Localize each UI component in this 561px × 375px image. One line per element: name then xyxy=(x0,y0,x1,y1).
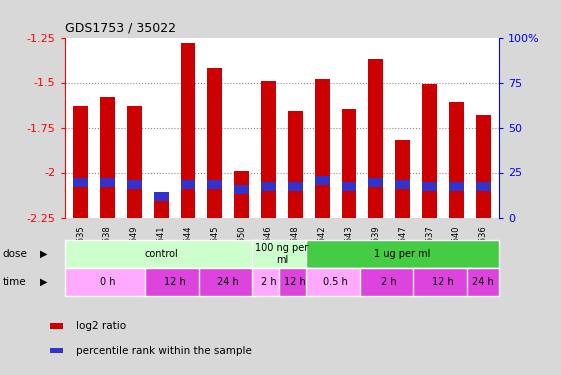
Bar xyxy=(315,79,329,218)
Bar xyxy=(396,180,410,189)
Bar xyxy=(252,268,284,296)
Text: 1 ug per ml: 1 ug per ml xyxy=(375,249,431,259)
Bar xyxy=(476,182,490,190)
Bar xyxy=(288,111,303,218)
Text: 12 h: 12 h xyxy=(284,277,306,287)
Bar xyxy=(279,268,311,296)
Bar xyxy=(154,196,168,217)
Bar xyxy=(73,106,88,218)
Bar xyxy=(261,81,276,218)
Title: GDS1753 / 35022: GDS1753 / 35022 xyxy=(65,22,176,35)
Bar xyxy=(100,178,115,187)
Bar xyxy=(65,268,150,296)
Text: 24 h: 24 h xyxy=(217,277,239,287)
Bar xyxy=(476,115,490,218)
Text: 0.5 h: 0.5 h xyxy=(323,277,348,287)
Bar xyxy=(467,268,499,296)
Bar xyxy=(154,192,168,201)
Text: 2 h: 2 h xyxy=(261,277,277,287)
Text: ▶: ▶ xyxy=(40,249,48,259)
Text: ▶: ▶ xyxy=(40,277,48,287)
Text: 100 ng per
ml: 100 ng per ml xyxy=(255,243,309,265)
Bar xyxy=(199,268,257,296)
Text: control: control xyxy=(144,249,178,259)
Bar xyxy=(369,59,383,217)
Bar xyxy=(422,84,437,218)
Text: log2 ratio: log2 ratio xyxy=(76,321,126,331)
Text: 2 h: 2 h xyxy=(381,277,397,287)
Bar xyxy=(342,110,356,218)
Bar xyxy=(145,268,204,296)
Bar xyxy=(234,185,249,194)
Bar xyxy=(65,240,257,268)
Text: 12 h: 12 h xyxy=(164,277,186,287)
Bar xyxy=(422,182,437,190)
Bar xyxy=(181,43,195,218)
Bar xyxy=(181,180,195,189)
Bar xyxy=(396,140,410,218)
Bar xyxy=(449,182,464,190)
Bar xyxy=(413,268,472,296)
Bar xyxy=(306,240,499,268)
Bar xyxy=(306,268,365,296)
Bar xyxy=(208,68,222,218)
Bar xyxy=(127,180,142,189)
Text: 12 h: 12 h xyxy=(432,277,454,287)
Bar xyxy=(360,268,419,296)
Text: 0 h: 0 h xyxy=(100,277,115,287)
Bar xyxy=(208,180,222,189)
Bar xyxy=(252,240,311,268)
Bar xyxy=(315,176,329,185)
Bar xyxy=(288,182,303,190)
Bar xyxy=(100,97,115,218)
Text: percentile rank within the sample: percentile rank within the sample xyxy=(76,346,252,355)
Text: time: time xyxy=(3,277,26,287)
Bar xyxy=(261,182,276,190)
Bar xyxy=(449,102,464,218)
Bar xyxy=(342,182,356,190)
Text: 24 h: 24 h xyxy=(472,277,494,287)
Bar xyxy=(234,171,249,217)
Bar xyxy=(127,106,142,218)
Bar xyxy=(369,178,383,187)
Text: dose: dose xyxy=(3,249,27,259)
Bar xyxy=(73,178,88,187)
